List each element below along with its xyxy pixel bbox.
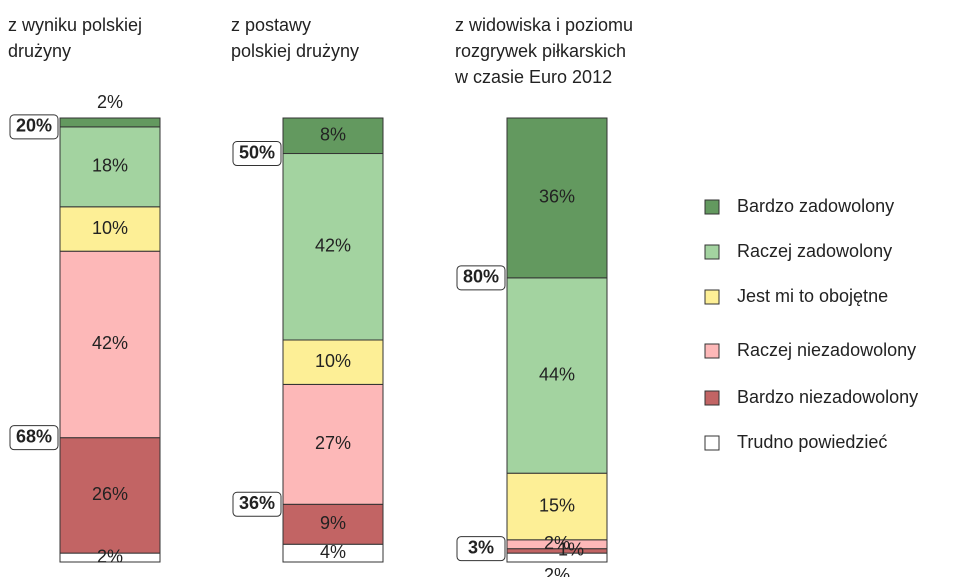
value-label: 15% — [539, 495, 575, 515]
annotation-box — [232, 141, 282, 167]
bar-segment — [59, 126, 161, 208]
value-label: 10% — [92, 218, 128, 238]
legend-label: Raczej niezadowolony — [737, 340, 916, 360]
bar-segment — [282, 339, 384, 385]
annotation-box — [232, 491, 282, 517]
value-label: 42% — [315, 236, 351, 256]
value-label: 9% — [320, 513, 346, 533]
bar-segment — [59, 437, 161, 554]
annotation: 68% — [16, 426, 52, 446]
value-label: 2% — [97, 546, 123, 566]
value-label: 27% — [315, 433, 351, 453]
value-label: 18% — [92, 156, 128, 176]
bar-segment — [506, 277, 608, 474]
value-label: 44% — [539, 364, 575, 384]
value-label: 26% — [92, 484, 128, 504]
annotation: 80% — [463, 267, 499, 287]
legend-label: Trudno powiedzieć — [737, 432, 887, 452]
bar-segment — [282, 117, 384, 155]
bar-segment — [59, 117, 161, 128]
legend-swatch — [704, 435, 720, 451]
legend-label: Raczej zadowolony — [737, 241, 892, 261]
bar-title: z widowiska i poziomu rozgrywek piłkarski… — [454, 15, 633, 87]
annotation-box — [456, 265, 506, 291]
value-label: 2% — [544, 565, 570, 577]
legend-swatch — [704, 390, 720, 406]
bar-segment — [282, 503, 384, 545]
legend-label: Bardzo niezadowolony — [737, 387, 918, 407]
annotation-box — [9, 425, 59, 451]
bar-title: z wyniku polskiej drużyny — [8, 15, 142, 61]
legend-label: Bardzo zadowolony — [737, 196, 894, 216]
annotation: 36% — [239, 493, 275, 513]
bar-title: z postawy polskiej drużyny — [231, 15, 359, 61]
value-label: 42% — [92, 333, 128, 353]
annotation-box — [9, 114, 59, 140]
value-label: 8% — [320, 125, 346, 145]
legend-swatch — [704, 244, 720, 260]
value-label: 2% — [97, 92, 123, 112]
annotation-box — [456, 536, 506, 562]
value-label: 1% — [558, 540, 584, 560]
legend-swatch — [704, 343, 720, 359]
bar-segment — [59, 206, 161, 252]
bar-segment — [506, 472, 608, 541]
annotation: 50% — [239, 142, 275, 162]
legend-swatch — [704, 199, 720, 215]
legend-swatch — [704, 289, 720, 305]
value-label: 10% — [315, 351, 351, 371]
legend-label: Jest mi to obojętne — [737, 286, 888, 306]
bar-segment — [506, 117, 608, 279]
value-label: 4% — [320, 542, 346, 562]
bar-segment — [282, 383, 384, 505]
value-label: 2% — [544, 533, 570, 553]
bar-segment — [59, 250, 161, 439]
annotation: 20% — [16, 116, 52, 136]
value-label: 36% — [539, 187, 575, 207]
annotation: 3% — [468, 537, 494, 557]
